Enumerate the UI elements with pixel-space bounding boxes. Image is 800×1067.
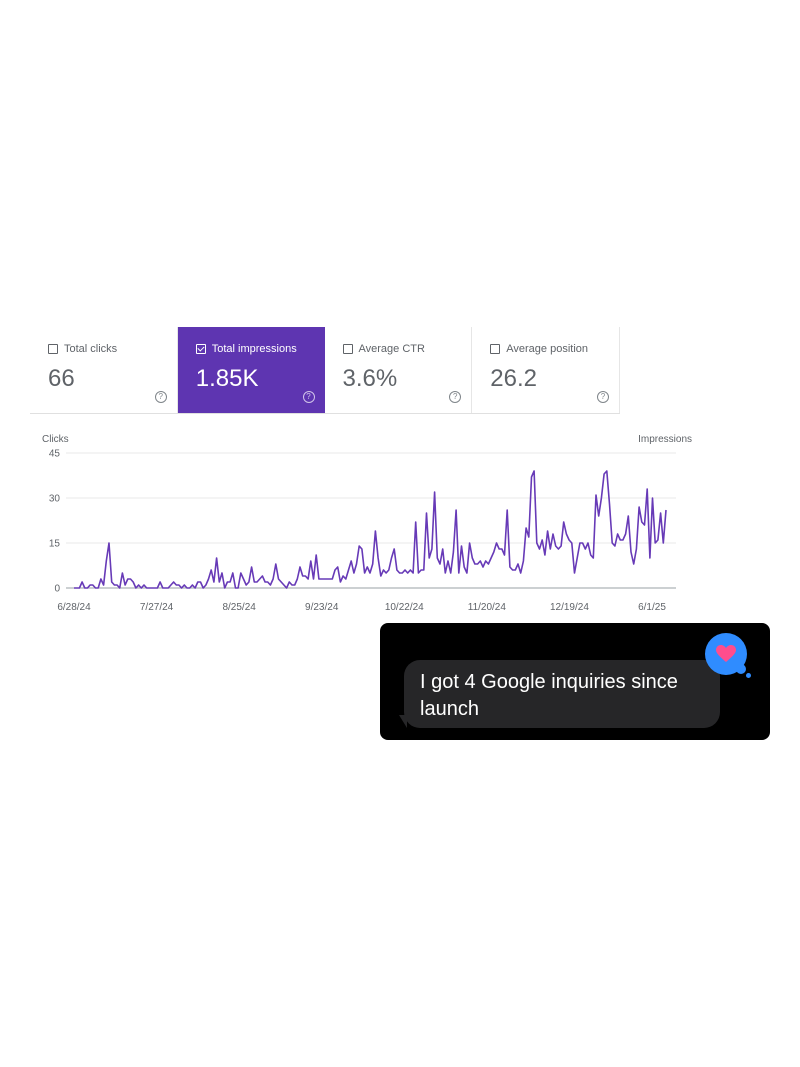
metric-label: Average position bbox=[506, 343, 588, 355]
message-screenshot: I got 4 Google inquiries since launch bbox=[380, 623, 770, 740]
metric-value: 26.2 bbox=[490, 365, 537, 392]
x-tick-label: 12/19/24 bbox=[550, 602, 589, 613]
checkbox-icon[interactable] bbox=[342, 344, 353, 354]
y-axis-label: Clicks bbox=[42, 434, 69, 445]
x-tick-label: 10/22/24 bbox=[385, 602, 424, 613]
heart-reaction-badge[interactable] bbox=[705, 633, 751, 678]
bubble-tail bbox=[399, 715, 407, 728]
metric-label: Total impressions bbox=[211, 343, 297, 355]
y-tick-label: 15 bbox=[49, 539, 61, 550]
message-bubble: I got 4 Google inquiries since launch bbox=[404, 660, 720, 728]
x-tick-label: 6/1/25 bbox=[638, 602, 666, 613]
metric-value: 1.85K bbox=[195, 365, 259, 392]
x-tick-label: 6/28/24 bbox=[57, 602, 91, 613]
checkbox-icon[interactable] bbox=[48, 344, 58, 354]
reaction-dot-small bbox=[746, 673, 751, 678]
performance-chart: Clicks Impressions 0 15 30 45 6/28/24 7/27/2… bbox=[30, 425, 710, 620]
help-icon[interactable]: ? bbox=[302, 391, 315, 403]
help-icon[interactable]: ? bbox=[597, 391, 609, 403]
y-tick-label: 30 bbox=[49, 494, 61, 505]
chart-grid bbox=[66, 452, 676, 589]
clicks-series-line bbox=[74, 470, 667, 589]
metric-cards: Total clicks 66 ? Total impressions 1.85… bbox=[30, 327, 620, 414]
x-tick-label: 7/27/24 bbox=[140, 602, 174, 613]
y-tick-label: 0 bbox=[54, 584, 60, 595]
chart-svg: Clicks Impressions 0 15 30 45 6/28/24 7/27/2… bbox=[42, 434, 692, 613]
checkbox-icon[interactable] bbox=[490, 344, 501, 354]
metric-average-ctr[interactable]: Average CTR 3.6% ? bbox=[324, 327, 473, 413]
metric-label: Total clicks bbox=[64, 343, 118, 355]
x-ticks: 6/28/24 7/27/24 8/25/24 9/23/24 10/22/24 11/2… bbox=[57, 602, 666, 613]
y2-axis-label: Impressions bbox=[638, 434, 692, 445]
metric-average-position[interactable]: Average position 26.2 ? bbox=[472, 327, 620, 413]
checkbox-checked-icon[interactable] bbox=[195, 344, 206, 354]
heart-icon bbox=[716, 645, 736, 662]
help-icon[interactable]: ? bbox=[449, 391, 462, 403]
reaction-dot bbox=[736, 664, 746, 674]
metric-value: 66 bbox=[48, 365, 75, 392]
metric-total-clicks[interactable]: Total clicks 66 ? bbox=[30, 327, 178, 413]
help-icon[interactable]: ? bbox=[154, 391, 167, 403]
y-tick-label: 45 bbox=[49, 449, 61, 460]
x-tick-label: 11/20/24 bbox=[468, 602, 507, 613]
metric-value: 3.6% bbox=[342, 365, 398, 392]
x-tick-label: 8/25/24 bbox=[222, 602, 256, 613]
x-tick-label: 9/23/24 bbox=[305, 602, 339, 613]
y-ticks: 0 15 30 45 bbox=[49, 449, 61, 595]
metric-label: Average CTR bbox=[358, 343, 425, 355]
metric-total-impressions[interactable]: Total impressions 1.85K ? bbox=[177, 327, 325, 413]
